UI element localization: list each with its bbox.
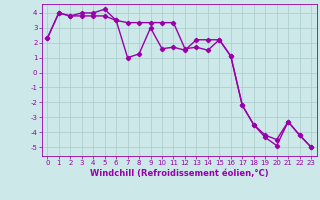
- X-axis label: Windchill (Refroidissement éolien,°C): Windchill (Refroidissement éolien,°C): [90, 169, 268, 178]
